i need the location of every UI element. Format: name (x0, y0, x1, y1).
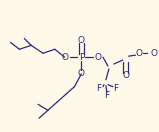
Text: O: O (136, 49, 143, 58)
Text: O: O (78, 36, 85, 45)
Text: O: O (78, 69, 85, 78)
Text: O: O (150, 49, 157, 58)
Text: P: P (79, 53, 84, 62)
Text: F: F (104, 91, 110, 100)
Text: F: F (97, 84, 102, 93)
Text: O: O (95, 53, 102, 62)
Text: O: O (61, 53, 68, 62)
Text: F: F (113, 84, 118, 93)
Text: O: O (122, 71, 129, 80)
